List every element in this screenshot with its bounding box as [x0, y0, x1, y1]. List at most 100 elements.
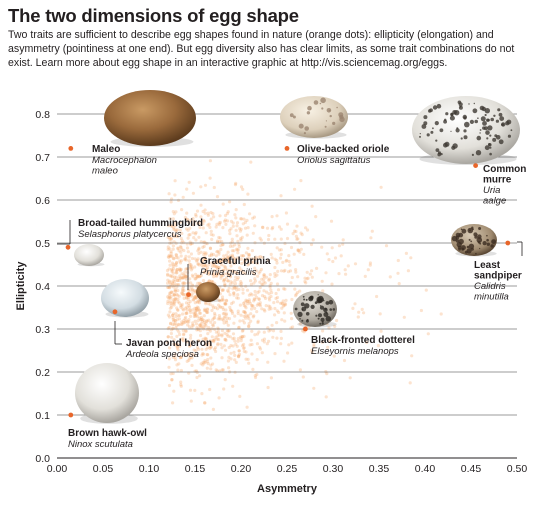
species-dot: [194, 296, 198, 300]
species-dot: [192, 288, 196, 292]
species-dot: [230, 254, 234, 258]
species-dot: [203, 208, 207, 212]
species-dot: [224, 302, 228, 306]
species-dot: [175, 228, 179, 232]
species-dot: [289, 311, 293, 315]
species-dot: [206, 332, 210, 336]
species-dot: [250, 303, 254, 307]
species-dot: [240, 335, 244, 339]
species-dot: [287, 259, 291, 264]
species-dot: [257, 297, 261, 301]
species-dot: [236, 309, 240, 313]
species-dot: [253, 258, 257, 262]
species-dot: [197, 263, 201, 267]
species-dot: [174, 264, 178, 268]
species-dot: [315, 266, 319, 270]
species-dot: [233, 339, 237, 343]
species-dot: [225, 321, 229, 325]
species-dot: [201, 264, 205, 269]
egg-speckle: [289, 113, 294, 118]
species-dot: [265, 342, 269, 346]
species-dot: [187, 259, 191, 263]
species-dot: [357, 310, 361, 314]
egg-speckle: [479, 105, 485, 111]
species-dot: [304, 281, 308, 285]
species-dot: [206, 310, 210, 314]
species-dot: [182, 332, 186, 336]
species-dot: [203, 360, 207, 364]
species-common-name: Brown hawk-owl: [68, 428, 147, 439]
species-dot: [249, 312, 253, 316]
species-dot: [179, 250, 183, 254]
egg-shape: [104, 90, 196, 146]
egg-speckle: [316, 296, 322, 302]
egg-speckle: [317, 317, 320, 320]
species-dot: [212, 347, 217, 351]
species-dot: [212, 316, 216, 320]
species-dot: [258, 286, 262, 290]
egg-speckle: [486, 118, 490, 122]
species-dot: [169, 290, 174, 294]
species-dot: [208, 246, 213, 251]
egg-speckle: [493, 114, 496, 118]
species-dot: [273, 306, 277, 311]
species-dot: [293, 287, 297, 291]
species-dot: [167, 365, 171, 369]
species-dot: [209, 367, 213, 371]
species-dot: [208, 345, 213, 349]
egg-speckle: [432, 105, 438, 110]
species-dot: [188, 314, 193, 318]
species-dot: [253, 375, 258, 380]
species-dot: [215, 250, 219, 254]
egg-speckle: [323, 312, 329, 317]
species-dot: [295, 291, 300, 295]
species-dot: [218, 240, 222, 244]
species-dot: [301, 375, 305, 379]
species-dot: [343, 268, 347, 272]
species-dot: [348, 376, 352, 380]
egg-speckle: [419, 135, 421, 138]
species-dot: [204, 258, 208, 262]
species-dot: [192, 295, 196, 299]
species-dot: [439, 312, 443, 316]
species-dot: [211, 306, 215, 310]
species-dot: [284, 298, 288, 302]
species-dot: [305, 270, 309, 274]
species-dot: [198, 329, 202, 333]
species-dot: [182, 296, 186, 300]
species-dot: [169, 274, 173, 278]
species-dot: [220, 297, 224, 302]
species-dot: [172, 293, 176, 297]
species-dot: [246, 357, 250, 361]
species-dot: [353, 302, 357, 306]
species-dot: [214, 273, 218, 278]
species-dot: [266, 360, 270, 364]
species-dot: [344, 272, 348, 276]
species-dot: [221, 258, 225, 262]
species-dot: [234, 342, 238, 346]
species-dot: [237, 326, 241, 330]
species-dot: [220, 346, 224, 350]
species-dot: [247, 298, 251, 302]
species-dot: [327, 258, 331, 262]
species-dot: [179, 305, 183, 309]
species-dot: [179, 220, 183, 224]
species-dot: [195, 345, 200, 350]
species-dot: [274, 296, 278, 301]
species-dot: [178, 245, 182, 249]
species-dot: [235, 234, 239, 238]
species-dot: [216, 343, 220, 347]
species-dot: [198, 323, 202, 327]
species-dot: [168, 247, 172, 251]
species-dot: [201, 337, 205, 341]
species-dot: [225, 271, 229, 275]
species-dot: [255, 295, 259, 299]
species-dot: [280, 306, 284, 310]
species-dot: [226, 329, 230, 333]
species-dot: [281, 304, 285, 308]
species-dot: [217, 250, 221, 254]
species-dot: [249, 279, 253, 283]
egg-speckle: [319, 305, 325, 310]
